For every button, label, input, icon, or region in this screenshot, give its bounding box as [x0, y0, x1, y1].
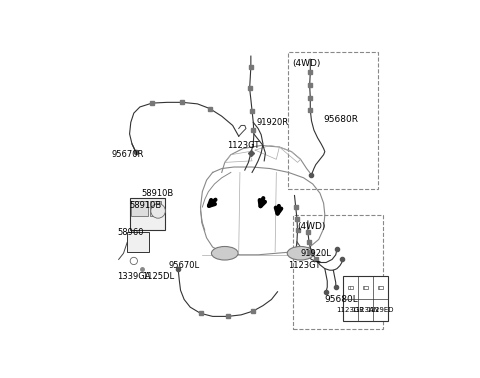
Text: 58960: 58960: [118, 228, 144, 237]
Text: 1339GA: 1339GA: [118, 272, 151, 281]
Text: 95680L: 95680L: [325, 295, 359, 304]
Bar: [363, 286, 368, 290]
Text: 91920R: 91920R: [257, 118, 289, 127]
Text: 95680R: 95680R: [324, 115, 359, 124]
Ellipse shape: [211, 246, 238, 260]
Bar: [127, 232, 149, 253]
Bar: [130, 198, 165, 230]
Text: 1123GT: 1123GT: [288, 261, 321, 270]
Bar: [343, 276, 388, 321]
Text: 1125DL: 1125DL: [142, 272, 174, 281]
Text: 1123GR: 1123GR: [336, 307, 364, 313]
Circle shape: [151, 204, 165, 218]
Ellipse shape: [287, 246, 314, 260]
Bar: [150, 201, 161, 216]
Text: (4WD): (4WD): [297, 223, 325, 231]
Text: 58910B: 58910B: [130, 201, 162, 210]
Bar: [132, 201, 148, 216]
Bar: [288, 51, 378, 189]
Text: 1129ED: 1129ED: [367, 307, 394, 313]
Bar: [348, 286, 353, 290]
Bar: [293, 215, 383, 329]
Text: 1123AN: 1123AN: [351, 307, 379, 313]
Text: 95670R: 95670R: [111, 150, 144, 159]
Text: 1123GT: 1123GT: [227, 141, 259, 150]
Text: 91920L: 91920L: [300, 249, 332, 258]
Text: 58910B: 58910B: [142, 189, 174, 198]
Text: (4WD): (4WD): [292, 59, 321, 68]
Text: 95670L: 95670L: [168, 261, 200, 270]
Bar: [378, 286, 383, 290]
